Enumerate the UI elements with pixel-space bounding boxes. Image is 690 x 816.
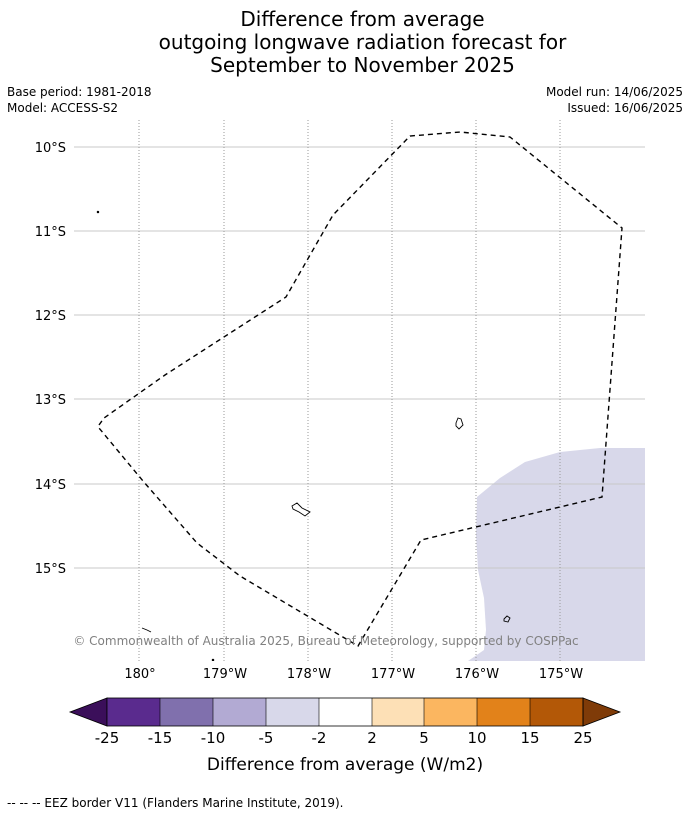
colorbar-tick: -2 (312, 729, 327, 747)
anomaly-region (468, 448, 645, 661)
lon-label: 175°W (539, 667, 583, 682)
colorbar-segment (372, 698, 424, 726)
colorbar-tick: -25 (95, 729, 120, 747)
colorbar-outline (106, 697, 584, 727)
island-dot (96, 210, 100, 214)
island-futuna (291, 502, 311, 517)
island-small-east (503, 615, 511, 623)
lat-label: 15°S (35, 562, 66, 577)
colorbar-dividers (159, 698, 531, 726)
colorbar-tick: 2 (367, 729, 377, 747)
title-line-1: Difference from average (240, 7, 485, 31)
lat-label: 10°S (35, 141, 66, 156)
longitude-labels: 180° 179°W 178°W 177°W 176°W 175°W (124, 667, 583, 682)
title-line-2: outgoing longwave radiation forecast for (158, 30, 567, 54)
lon-label: 179°W (203, 667, 247, 682)
colorbar-label: Difference from average (W/m2) (207, 755, 483, 775)
latitude-gridlines (74, 146, 645, 569)
longitude-gridlines (138, 120, 561, 661)
meta-left: Base period: 1981-2018 Model: ACCESS-S2 (7, 84, 152, 116)
title-line-3: September to November 2025 (210, 53, 515, 77)
lon-label: 177°W (371, 667, 415, 682)
copyright-text: © Commonwealth of Australia 2025, Bureau… (73, 634, 578, 648)
latitude-labels: 10°S 11°S 12°S 13°S 14°S 15°S (35, 141, 66, 577)
colorbar-segment (530, 698, 583, 726)
colorbar-segment (107, 698, 160, 726)
colorbar-segment (266, 698, 319, 726)
lat-label: 12°S (35, 309, 66, 324)
lat-label: 14°S (35, 478, 66, 493)
eez-border-footnote: -- -- -- EEZ border V11 (Flanders Marine… (7, 796, 344, 810)
colorbar-segment (160, 698, 213, 726)
colorbar-tick: 5 (419, 729, 429, 747)
colorbar-tick: 25 (573, 729, 592, 747)
lon-label: 178°W (287, 667, 331, 682)
colorbar-segment (319, 698, 372, 726)
colorbar-tick: 15 (520, 729, 539, 747)
colorbar-segment (213, 698, 266, 726)
colorbar-tick: -15 (148, 729, 173, 747)
colorbar-extend-high (582, 697, 622, 727)
lat-label: 11°S (35, 225, 66, 240)
map-title: Difference from average outgoing longwav… (0, 8, 690, 77)
model-run: Model run: 14/06/2025 (545, 85, 683, 99)
base-period: Base period: 1981-2018 (7, 85, 152, 99)
map-area: © Commonwealth of Australia 2025, Bureau… (73, 120, 645, 661)
colorbar-segment (477, 698, 530, 726)
colorbar-segment (424, 698, 477, 726)
colorbar: -25 -15 -10 -5 -2 2 5 10 15 25 Differenc… (68, 697, 622, 775)
island-dot-south (211, 658, 215, 661)
colorbar-tick: -5 (259, 729, 274, 747)
lat-label: 13°S (35, 393, 66, 408)
colorbar-tick: -10 (201, 729, 226, 747)
meta-right: Model run: 14/06/2025 Issued: 16/06/2025 (546, 84, 683, 116)
islands (96, 210, 511, 661)
colorbar-extend-low (68, 697, 108, 727)
island-small-west (141, 627, 152, 633)
model-name: Model: ACCESS-S2 (7, 101, 119, 115)
lon-label: 176°W (455, 667, 499, 682)
eez-border (98, 131, 623, 647)
colorbar-ticks: -25 -15 -10 -5 -2 2 5 10 15 25 (95, 729, 593, 747)
colorbar-tick: 10 (467, 729, 486, 747)
island-wallis (455, 417, 464, 430)
issued-date: Issued: 16/06/2025 (567, 101, 683, 115)
lon-label: 180° (124, 667, 155, 682)
